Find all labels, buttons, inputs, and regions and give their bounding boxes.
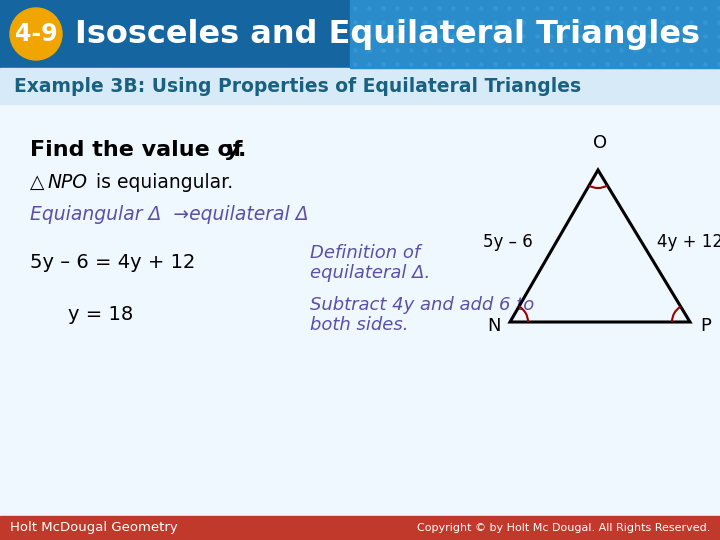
Text: Example 3B: Using Properties of Equilateral Triangles: Example 3B: Using Properties of Equilate…: [14, 77, 581, 96]
Text: is equiangular.: is equiangular.: [90, 172, 233, 192]
Text: 4-9: 4-9: [14, 22, 58, 46]
Text: O: O: [593, 134, 607, 152]
Text: Equiangular Δ  →equilateral Δ: Equiangular Δ →equilateral Δ: [30, 206, 309, 225]
Text: equilateral Δ.: equilateral Δ.: [310, 264, 431, 282]
Text: N: N: [487, 317, 500, 335]
Text: Subtract 4y and add 6 to: Subtract 4y and add 6 to: [310, 296, 534, 314]
Text: both sides.: both sides.: [310, 316, 408, 334]
Text: .: .: [238, 140, 246, 160]
Text: 5y – 6: 5y – 6: [483, 233, 533, 251]
Circle shape: [10, 8, 62, 60]
Text: Copyright © by Holt Mc Dougal. All Rights Reserved.: Copyright © by Holt Mc Dougal. All Right…: [417, 523, 710, 533]
Text: △: △: [30, 172, 45, 192]
Text: Find the value of: Find the value of: [30, 140, 251, 160]
Text: NPO: NPO: [47, 172, 87, 192]
Text: 5y – 6 = 4y + 12: 5y – 6 = 4y + 12: [30, 253, 195, 273]
Bar: [0, 0, 720, 68]
Bar: [0, 68, 720, 104]
Text: y: y: [226, 140, 240, 160]
Bar: [0, 516, 720, 540]
Bar: [0, 104, 720, 516]
Text: Definition of: Definition of: [310, 244, 420, 262]
Text: 4y + 12: 4y + 12: [657, 233, 720, 251]
Text: Isosceles and Equilateral Triangles: Isosceles and Equilateral Triangles: [75, 18, 700, 50]
Text: y = 18: y = 18: [68, 306, 133, 325]
Text: P: P: [701, 317, 711, 335]
Bar: [0, 104, 720, 516]
Bar: [350, 0, 720, 68]
Text: Holt McDougal Geometry: Holt McDougal Geometry: [10, 522, 178, 535]
